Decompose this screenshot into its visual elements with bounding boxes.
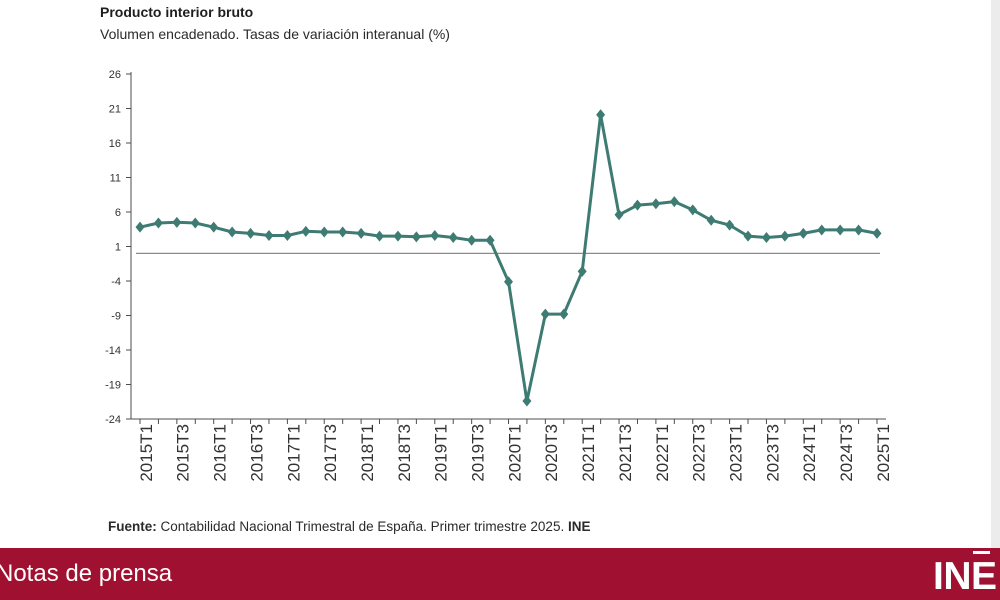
chart-title: Producto interior bruto <box>100 4 254 20</box>
data-point-marker <box>632 199 642 211</box>
source-note: Fuente: Contabilidad Nacional Trimestral… <box>108 518 590 536</box>
data-point-marker <box>614 209 624 221</box>
y-axis-ticks: 26 21 16 11 6 1 -4 -9 -14 -19 -24 <box>105 69 131 426</box>
x-tick-label: 2020T1 <box>505 424 524 482</box>
gdp-series <box>135 109 882 407</box>
y-tick-label: 21 <box>109 104 121 116</box>
y-tick-label: 16 <box>109 138 121 150</box>
data-point-marker <box>596 109 606 121</box>
data-point-marker <box>706 214 716 226</box>
data-point-marker <box>467 234 477 246</box>
x-tick-label: 2016T1 <box>211 424 230 482</box>
y-tick-label: 26 <box>109 69 121 81</box>
y-tick-label: -24 <box>105 414 121 426</box>
data-point-marker <box>485 234 495 246</box>
ine-logo-bar <box>973 551 990 554</box>
data-point-marker <box>430 229 440 241</box>
x-tick-label: 2025T1 <box>874 424 893 482</box>
data-point-marker <box>135 221 145 233</box>
ine-logo-text: INE <box>933 555 997 598</box>
x-axis-ticks: 2015T1 2015T3 2016T1 2016T3 2017T1 2017T3 2018… <box>137 419 893 482</box>
x-tick-label: 2023T3 <box>763 424 782 482</box>
x-tick-label: 2024T1 <box>800 424 819 482</box>
data-point-marker <box>264 229 274 241</box>
y-tick-label: -19 <box>105 380 121 392</box>
data-point-marker <box>227 226 237 238</box>
x-tick-label: 2018T1 <box>358 424 377 482</box>
right-edge-strip <box>991 0 1000 548</box>
x-tick-label: 2021T3 <box>616 424 635 482</box>
data-point-marker <box>798 227 808 239</box>
x-tick-label: 2024T3 <box>837 424 856 482</box>
data-point-marker <box>356 227 366 239</box>
chart-subtitle: Volumen encadenado. Tasas de variación i… <box>100 26 450 42</box>
data-point-marker <box>854 224 864 236</box>
series-line <box>139 113 878 403</box>
data-point-marker <box>725 219 735 231</box>
data-point-marker <box>153 217 163 229</box>
gdp-line-chart: 26 21 16 11 6 1 -4 -9 -14 -19 -24 2015T1 2015T3 2016… <box>105 69 893 482</box>
x-tick-label: 2022T3 <box>690 424 709 482</box>
data-point-marker <box>209 221 219 233</box>
press-notes-banner: Notas de prensa INE <box>0 548 1000 600</box>
data-point-marker <box>282 229 292 241</box>
x-tick-label: 2017T3 <box>321 424 340 482</box>
data-point-marker <box>540 308 550 320</box>
x-tick-label: 2019T3 <box>469 424 488 482</box>
y-tick-label: -14 <box>105 345 121 357</box>
x-tick-label: 2023T1 <box>727 424 746 482</box>
x-tick-label: 2019T1 <box>432 424 451 482</box>
banner-section-title: Notas de prensa <box>0 560 173 587</box>
x-tick-label: 2021T1 <box>579 424 598 482</box>
source-text: Contabilidad Nacional Trimestral de Espa… <box>160 519 565 534</box>
source-label: Fuente: <box>108 519 157 534</box>
y-tick-label: 11 <box>110 173 121 185</box>
x-tick-label: 2020T3 <box>542 424 561 482</box>
data-point-marker <box>190 217 200 229</box>
data-point-marker <box>651 198 661 210</box>
x-tick-label: 2015T3 <box>174 424 193 482</box>
data-point-marker <box>669 196 679 208</box>
data-point-marker <box>246 227 256 239</box>
x-tick-label: 2017T1 <box>284 424 303 482</box>
data-point-marker <box>559 308 569 320</box>
data-point-marker <box>817 224 827 236</box>
data-point-marker <box>172 216 182 228</box>
data-point-marker <box>688 204 698 216</box>
data-point-marker <box>577 265 587 277</box>
y-tick-label: -9 <box>111 311 121 323</box>
data-point-marker <box>338 226 348 238</box>
ine-logo: INE <box>933 548 1000 600</box>
y-tick-label: 6 <box>115 207 121 219</box>
data-point-marker <box>319 226 329 238</box>
y-tick-label: 1 <box>115 242 121 254</box>
x-tick-label: 2015T1 <box>137 424 156 482</box>
data-point-marker <box>522 395 532 407</box>
y-tick-label: -4 <box>111 276 121 288</box>
data-point-marker <box>375 230 385 242</box>
x-tick-label: 2016T3 <box>247 424 266 482</box>
source-org: INE <box>567 519 591 534</box>
x-tick-label: 2022T1 <box>653 424 672 482</box>
data-point-marker <box>504 276 513 288</box>
data-point-marker <box>743 230 753 242</box>
data-point-marker <box>780 230 790 242</box>
data-point-marker <box>393 230 403 242</box>
data-point-marker <box>872 227 882 239</box>
chart-axes <box>130 72 886 420</box>
data-point-marker <box>411 231 421 243</box>
x-tick-label: 2018T3 <box>395 424 414 482</box>
data-point-marker <box>448 232 458 244</box>
data-point-marker <box>761 232 771 244</box>
data-point-marker <box>301 225 311 237</box>
data-point-marker <box>835 224 845 236</box>
